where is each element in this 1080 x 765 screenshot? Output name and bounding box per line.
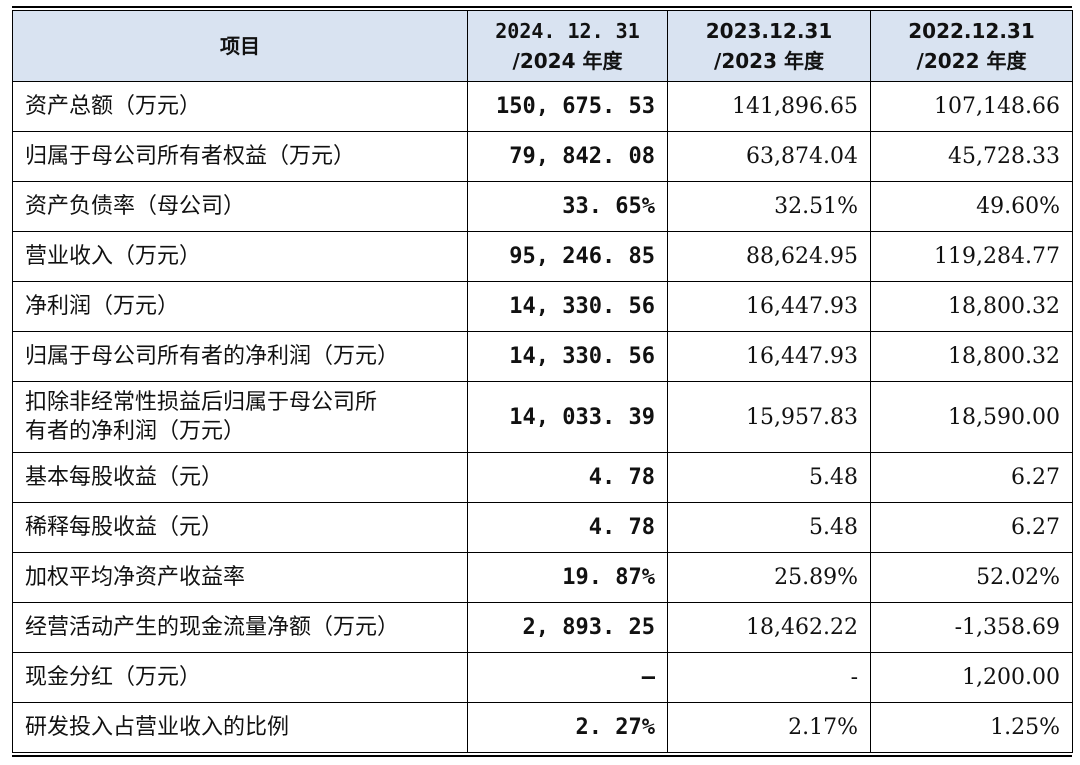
value-2022: 1.25% <box>870 702 1073 753</box>
financial-summary-table: 项目 2024. 12. 31 /2024 年度 2023.12.31 /202… <box>12 10 1073 753</box>
row-label: 研发投入占营业收入的比例 <box>12 702 468 753</box>
row-label: 现金分红（万元） <box>12 652 468 703</box>
value-2023: 15,957.83 <box>667 381 871 453</box>
value-2023: 63,874.04 <box>667 131 871 182</box>
value-2023: 16,447.93 <box>667 281 871 332</box>
header-2024-date: 2024. 12. 31 <box>495 19 640 43</box>
table-row: 基本每股收益（元） 4. 78 5.48 6.27 <box>12 452 1073 503</box>
value-2023: 18,462.22 <box>667 602 871 653</box>
value-2022: 49.60% <box>870 181 1073 232</box>
value-2023: 5.48 <box>667 452 871 503</box>
table-row: 经营活动产生的现金流量净额（万元） 2, 893. 25 18,462.22 -… <box>12 602 1073 653</box>
value-2023: 16,447.93 <box>667 331 871 382</box>
value-2022: 1,200.00 <box>870 652 1073 703</box>
financial-table-container: 项目 2024. 12. 31 /2024 年度 2023.12.31 /202… <box>12 6 1073 757</box>
header-2023: 2023.12.31 /2023 年度 <box>667 10 871 82</box>
row-label: 归属于母公司所有者权益（万元） <box>12 131 468 182</box>
value-2022: 107,148.66 <box>870 81 1073 132</box>
value-2024: 2. 27% <box>467 702 668 753</box>
table-row: 扣除非经常性损益后归属于母公司所 有者的净利润（万元） 14, 033. 39 … <box>12 381 1073 453</box>
row-label-line1: 扣除非经常性损益后归属于母公司所 <box>25 390 378 415</box>
value-2023: - <box>667 652 871 703</box>
header-2023-year: /2023 年度 <box>714 49 824 73</box>
value-2024: 95, 246. 85 <box>467 231 668 282</box>
table-row: 加权平均净资产收益率 19. 87% 25.89% 52.02% <box>12 552 1073 603</box>
header-2022-year: /2022 年度 <box>916 49 1027 73</box>
value-2022: 119,284.77 <box>870 231 1073 282</box>
value-2024: 14, 033. 39 <box>467 381 668 453</box>
header-2024-year: /2024 年度 <box>512 49 623 73</box>
value-2023: 32.51% <box>667 181 871 232</box>
table-row: 现金分红（万元） – - 1,200.00 <box>12 652 1073 703</box>
value-2024: 4. 78 <box>467 452 668 503</box>
table-row: 稀释每股收益（元） 4. 78 5.48 6.27 <box>12 502 1073 553</box>
header-2024: 2024. 12. 31 /2024 年度 <box>467 10 668 82</box>
header-2022-date: 2022.12.31 <box>908 19 1035 43</box>
row-label: 经营活动产生的现金流量净额（万元） <box>12 602 468 653</box>
value-2024: 2, 893. 25 <box>467 602 668 653</box>
table-row: 研发投入占营业收入的比例 2. 27% 2.17% 1.25% <box>12 702 1073 753</box>
table-row: 资产负债率（母公司） 33. 65% 32.51% 49.60% <box>12 181 1073 232</box>
table-row: 归属于母公司所有者权益（万元） 79, 842. 08 63,874.04 45… <box>12 131 1073 182</box>
table-row: 资产总额（万元） 150, 675. 53 141,896.65 107,148… <box>12 81 1073 132</box>
value-2024: – <box>467 652 668 703</box>
header-item: 项目 <box>12 10 468 82</box>
row-label: 稀释每股收益（元） <box>12 502 468 553</box>
value-2024: 19. 87% <box>467 552 668 603</box>
row-label: 资产总额（万元） <box>12 81 468 132</box>
value-2023: 88,624.95 <box>667 231 871 282</box>
header-2022: 2022.12.31 /2022 年度 <box>870 10 1073 82</box>
value-2024: 14, 330. 56 <box>467 281 668 332</box>
value-2022: 45,728.33 <box>870 131 1073 182</box>
value-2023: 25.89% <box>667 552 871 603</box>
row-label: 资产负债率（母公司） <box>12 181 468 232</box>
row-label: 基本每股收益（元） <box>12 452 468 503</box>
value-2022: -1,358.69 <box>870 602 1073 653</box>
row-label: 扣除非经常性损益后归属于母公司所 有者的净利润（万元） <box>12 381 468 453</box>
value-2023: 141,896.65 <box>667 81 871 132</box>
value-2024: 14, 330. 56 <box>467 331 668 382</box>
value-2023: 2.17% <box>667 702 871 753</box>
table-row: 营业收入（万元） 95, 246. 85 88,624.95 119,284.7… <box>12 231 1073 282</box>
value-2022: 52.02% <box>870 552 1073 603</box>
value-2022: 6.27 <box>870 502 1073 553</box>
table-row: 归属于母公司所有者的净利润（万元） 14, 330. 56 16,447.93 … <box>12 331 1073 382</box>
row-label: 营业收入（万元） <box>12 231 468 282</box>
value-2024: 150, 675. 53 <box>467 81 668 132</box>
value-2022: 18,590.00 <box>870 381 1073 453</box>
value-2023: 5.48 <box>667 502 871 553</box>
top-rule <box>12 6 1072 8</box>
value-2022: 18,800.32 <box>870 281 1073 332</box>
row-label: 净利润（万元） <box>12 281 468 332</box>
value-2024: 33. 65% <box>467 181 668 232</box>
value-2024: 4. 78 <box>467 502 668 553</box>
header-2023-date: 2023.12.31 <box>705 19 833 43</box>
row-label: 加权平均净资产收益率 <box>12 552 468 603</box>
row-label: 归属于母公司所有者的净利润（万元） <box>12 331 468 382</box>
value-2022: 18,800.32 <box>870 331 1073 382</box>
row-label-line2: 有者的净利润（万元） <box>25 419 246 444</box>
bottom-rule <box>12 755 1072 757</box>
table-row: 净利润（万元） 14, 330. 56 16,447.93 18,800.32 <box>12 281 1073 332</box>
value-2024: 79, 842. 08 <box>467 131 668 182</box>
value-2022: 6.27 <box>870 452 1073 503</box>
header-row: 项目 2024. 12. 31 /2024 年度 2023.12.31 /202… <box>12 10 1073 82</box>
